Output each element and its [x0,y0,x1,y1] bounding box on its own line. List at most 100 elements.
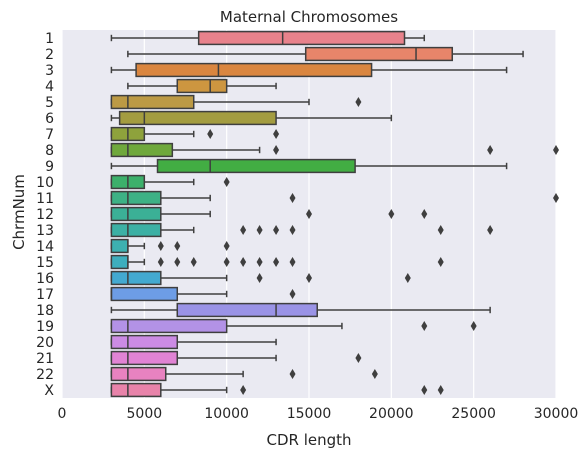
outlier-point [273,257,280,267]
iqr-box [110,190,162,206]
outlier-point [388,209,395,219]
box-6 [110,110,393,126]
outlier-point [157,257,164,267]
y-tick-label: 18 [36,303,54,319]
outlier-point [289,289,296,299]
outlier-point [553,193,559,203]
box-2 [127,46,524,62]
y-tick-label: 7 [45,127,54,143]
box-7 [110,126,280,142]
y-tick-label: 9 [45,159,54,175]
outlier-point [306,209,312,219]
outlier-point [223,177,230,187]
outlier-point [355,353,362,363]
iqr-box [110,286,179,302]
y-tick-label: 20 [36,335,54,351]
outlier-point [289,193,296,203]
outlier-point [437,385,444,395]
y-tick-label: 14 [36,239,54,255]
outlier-point [487,225,494,235]
outlier-point [289,257,296,267]
x-tick-label: 20000 [369,406,414,422]
x-tick-label: 5000 [127,406,163,422]
outlier-point [273,225,280,235]
iqr-box [110,318,228,334]
x-tick-label: 25000 [451,406,496,422]
y-tick-label: 13 [36,223,54,239]
outlier-point [355,97,362,107]
y-tick-label: 5 [45,95,54,111]
y-tick-label: 22 [36,367,54,383]
box-21 [110,350,362,366]
box-3 [110,62,508,78]
box-13 [110,222,494,238]
box-14 [110,238,230,254]
outlier-point [289,369,296,379]
iqr-box [110,238,129,254]
y-tick-label: 21 [36,351,54,367]
outlier-point [421,385,428,395]
outlier-point [421,209,428,219]
y-tick-label: 10 [36,175,54,191]
box-18 [110,302,491,318]
outlier-point [240,385,247,395]
iqr-box [110,366,167,382]
y-tick-label: 17 [36,287,54,303]
outlier-point [273,129,280,139]
outlier-point [437,257,444,267]
outlier-point [174,241,181,251]
iqr-box [156,158,356,174]
iqr-box [118,110,277,126]
iqr-box [110,350,179,366]
iqr-box [110,222,162,238]
iqr-box [110,206,162,222]
outlier-point [273,145,280,155]
x-tick-labels: 0 5000 10000 15000 20000 25000 30000 [58,406,579,422]
y-tick-label: 19 [36,319,54,335]
x-axis-label: CDR length [266,431,351,449]
y-tick-label: 16 [36,271,54,287]
outlier-point [487,145,494,155]
outlier-point [256,257,263,267]
outlier-point [256,225,263,235]
outlier-point [207,129,214,139]
iqr-box [135,62,373,78]
box-12 [110,206,428,222]
iqr-box [176,78,228,94]
y-tick-label: 4 [45,79,54,95]
y-tick-label: 6 [45,111,54,127]
iqr-box [304,46,454,62]
outlier-point [553,145,559,155]
outlier-point [223,257,230,267]
y-tick-label: 2 [45,47,54,63]
outlier-point [306,273,312,283]
y-tick-label: 12 [36,207,54,223]
box-20 [110,334,277,350]
outlier-point [240,257,247,267]
x-tick-label: 0 [58,406,67,422]
y-tick-label: 11 [36,191,54,207]
y-axis-label: ChrmNum [10,174,28,250]
outlier-point [157,241,164,251]
outlier-point [223,241,230,251]
outlier-point [240,225,247,235]
iqr-box [197,30,406,46]
x-tick-label: 15000 [287,406,332,422]
x-tick-label: 30000 [534,406,579,422]
box-9 [110,158,508,174]
box-4 [127,78,277,94]
iqr-box [110,382,162,398]
outlier-point [437,225,444,235]
x-tick-label: 10000 [204,406,249,422]
box-15 [110,254,444,270]
outlier-point [421,321,428,331]
box-22 [110,366,378,382]
y-tick-label: 15 [36,255,54,271]
iqr-box [110,94,195,110]
iqr-box [176,302,318,318]
outlier-point [256,273,263,283]
iqr-box [110,142,174,158]
outlier-point [190,257,197,267]
